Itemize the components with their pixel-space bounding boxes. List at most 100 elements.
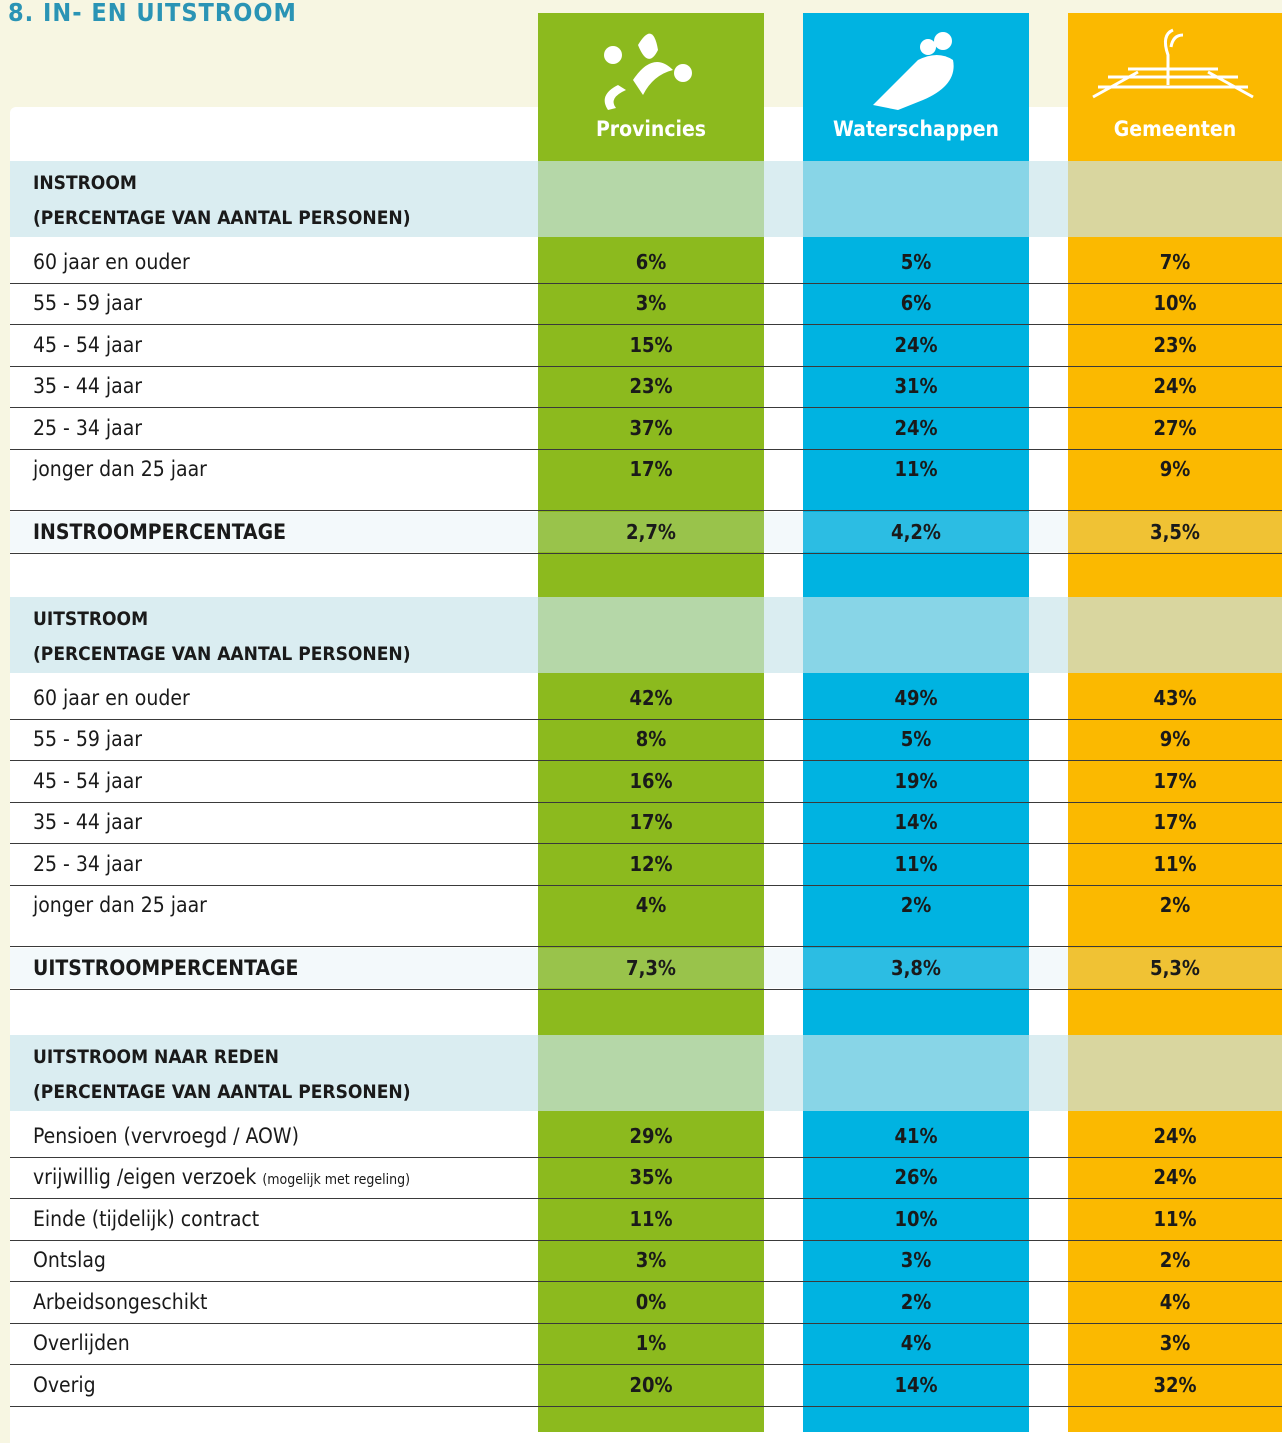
row-label: 60 jaar en ouder: [33, 685, 190, 710]
cell-value: 31%: [894, 374, 938, 399]
cell-value: 24%: [1153, 1123, 1197, 1148]
row-rule: [10, 1198, 1282, 1199]
section-subtitle: (PERCENTAGE VAN AANTAL PERSONEN): [33, 1081, 411, 1103]
cell-value: 11%: [629, 1206, 673, 1231]
total-label: INSTROOMPERCENTAGE: [33, 520, 286, 544]
row-rule: [10, 989, 1282, 990]
cell-value: 0%: [635, 1289, 667, 1314]
cell-value: 35%: [629, 1165, 673, 1190]
row-rule: [10, 282, 1282, 284]
column-band: [1068, 13, 1282, 1432]
row-note: (mogelijk met regeling): [262, 1172, 410, 1189]
section-band: [10, 161, 1282, 237]
column-band: [538, 13, 764, 1432]
cell-value: 3%: [1159, 1331, 1191, 1356]
section-title: INSTROOM: [33, 172, 137, 194]
row-rule: [10, 843, 1282, 844]
cell-value: 20%: [629, 1372, 673, 1397]
cell-value: 2%: [900, 1289, 932, 1314]
cell-value: 1%: [635, 1331, 667, 1356]
section-band: [10, 597, 1282, 673]
cell-value: 15%: [629, 332, 673, 357]
icon: [604, 33, 692, 110]
total-value: 2,7%: [626, 520, 676, 544]
cell-value: 12%: [629, 851, 673, 876]
cell-value: 11%: [894, 851, 938, 876]
cell-value: 3%: [900, 1248, 932, 1273]
section-title: UITSTROOM: [33, 608, 149, 630]
cell-value: 42%: [629, 685, 673, 710]
row-label: Ontslag: [33, 1248, 106, 1273]
cell-value: 11%: [1153, 851, 1197, 876]
row-rule: [10, 946, 1282, 947]
row-rule: [10, 324, 1282, 325]
column-band: [803, 13, 1029, 1432]
cell-value: 26%: [894, 1165, 938, 1190]
column-header: Provincies: [595, 117, 707, 141]
title: 8. IN- EN UITSTROOM: [8, 0, 297, 27]
cell-value: 16%: [629, 768, 673, 793]
cell-value: 19%: [894, 768, 938, 793]
row-rule: [10, 1281, 1282, 1282]
cell-value: 23%: [629, 374, 673, 399]
section-subtitle: (PERCENTAGE VAN AANTAL PERSONEN): [33, 643, 411, 665]
row-rule: [10, 1322, 1282, 1324]
cell-value: 23%: [1153, 332, 1197, 357]
cell-value: 7%: [1159, 249, 1191, 274]
row-rule: [10, 801, 1282, 803]
cell-value: 10%: [1153, 291, 1197, 316]
cell-value: 3%: [635, 1248, 667, 1273]
cell-value: 41%: [894, 1123, 938, 1148]
row-label: Arbeidsongeschikt: [33, 1289, 208, 1314]
row-rule: [10, 1239, 1282, 1241]
cell-value: 43%: [1153, 685, 1197, 710]
icons: [604, 28, 1254, 110]
cell-value: 17%: [629, 457, 673, 482]
section-subtitle: (PERCENTAGE VAN AANTAL PERSONEN): [33, 207, 411, 229]
row-label: vrijwillig /eigen verzoek (mogelijk met …: [33, 1165, 410, 1190]
row-rule: [10, 718, 1282, 720]
cell-value: 4%: [635, 893, 667, 918]
row-label: 45 - 54 jaar: [33, 332, 143, 357]
cell-value: 24%: [1153, 1165, 1197, 1190]
row-rule: [10, 1405, 1282, 1407]
row-label: 35 - 44 jaar: [33, 374, 143, 399]
section-band: [10, 1035, 1282, 1111]
icon: [1092, 28, 1254, 99]
column-header: Waterschappen: [833, 117, 999, 141]
row-label: 55 - 59 jaar: [33, 727, 143, 752]
cell-value: 9%: [1159, 457, 1191, 482]
row-rule: [10, 1156, 1282, 1158]
row-label: 45 - 54 jaar: [33, 768, 143, 793]
row-label: 35 - 44 jaar: [33, 810, 143, 835]
cell-value: 37%: [629, 415, 673, 440]
cell-value: 17%: [1153, 810, 1197, 835]
cell-value: 3%: [635, 291, 667, 316]
total-band: [10, 512, 1282, 552]
cell-value: 17%: [1153, 768, 1197, 793]
cell-value: 32%: [1153, 1372, 1197, 1397]
cell-value: 4%: [900, 1331, 932, 1356]
row-rule: [10, 760, 1282, 761]
cell-value: 27%: [1153, 415, 1197, 440]
cell-value: 14%: [894, 810, 938, 835]
section-title: UITSTROOM NAAR REDEN: [33, 1046, 279, 1068]
column-header: Gemeenten: [1113, 117, 1237, 141]
cell-value: 11%: [894, 457, 938, 482]
cell-value: 2%: [900, 893, 932, 918]
row-label: Pensioen (vervroegd / AOW): [33, 1123, 299, 1148]
row-label: jonger dan 25 jaar: [33, 893, 207, 918]
cell-value: 29%: [629, 1123, 673, 1148]
total-value: 7,3%: [626, 956, 676, 980]
total-label: UITSTROOMPERCENTAGE: [33, 956, 299, 980]
cell-value: 2%: [1159, 893, 1191, 918]
cell-value: 24%: [894, 332, 938, 357]
cell-value: 14%: [894, 1372, 938, 1397]
total-value: 4,2%: [891, 520, 941, 544]
row-rule: [10, 553, 1282, 554]
row-label: Overig: [33, 1372, 96, 1397]
row-label: 55 - 59 jaar: [33, 291, 143, 316]
cell-value: 24%: [894, 415, 938, 440]
cell-value: 17%: [629, 810, 673, 835]
row-rule: [10, 884, 1282, 886]
